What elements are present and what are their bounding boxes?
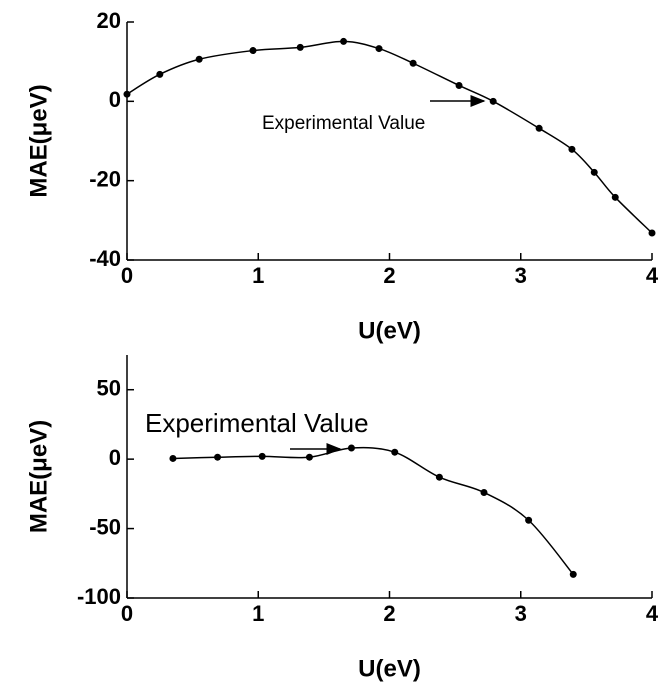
data-point — [648, 229, 656, 237]
x-tick-label: 4 — [646, 263, 659, 288]
y-tick-label: -100 — [77, 584, 121, 609]
data-point — [611, 193, 619, 201]
x-tick-label: 0 — [121, 601, 133, 626]
y-tick-label: 20 — [97, 8, 121, 33]
data-point — [305, 453, 313, 461]
x-axis-label: U(eV) — [358, 317, 421, 344]
x-tick-label: 1 — [252, 601, 264, 626]
data-point — [375, 45, 383, 53]
data-point — [123, 90, 131, 98]
data-point — [249, 47, 257, 55]
x-axis-label: U(eV) — [358, 655, 421, 682]
x-tick-label: 0 — [121, 263, 133, 288]
data-point — [568, 145, 576, 153]
data-point — [156, 70, 164, 78]
y-tick-label: -20 — [89, 166, 121, 191]
y-tick-label: 0 — [109, 445, 121, 470]
data-point — [409, 59, 417, 67]
annotation: Experimental Value — [145, 408, 369, 438]
series-line — [172, 446, 574, 575]
data-point — [569, 570, 577, 578]
y-tick-label: 50 — [97, 376, 121, 401]
x-tick-label: 3 — [515, 263, 527, 288]
data-point — [455, 81, 463, 89]
data-point — [535, 124, 543, 132]
data-point — [195, 55, 203, 63]
data-point — [489, 97, 497, 105]
data-point — [214, 453, 222, 461]
x-tick-label: 1 — [252, 263, 264, 288]
data-point — [590, 168, 598, 176]
data-point — [480, 488, 488, 496]
y-tick-label: -40 — [89, 246, 121, 271]
data-point — [525, 516, 533, 524]
x-tick-label: 3 — [515, 601, 527, 626]
x-tick-label: 2 — [383, 601, 395, 626]
x-tick-label: 2 — [383, 263, 395, 288]
y-axis-label: MAE(μeV) — [25, 420, 52, 533]
data-point — [258, 452, 266, 460]
y-tick-label: -50 — [89, 514, 121, 539]
data-point — [347, 444, 355, 452]
annotation: Experimental Value — [262, 113, 425, 134]
x-tick-label: 4 — [646, 601, 659, 626]
data-point — [169, 454, 177, 462]
series-line — [126, 40, 653, 234]
y-axis-label: MAE(μeV) — [25, 84, 52, 197]
data-point — [435, 473, 443, 481]
data-point — [296, 43, 304, 51]
data-point — [391, 448, 399, 456]
data-point — [340, 37, 348, 45]
y-tick-label: 0 — [109, 87, 121, 112]
